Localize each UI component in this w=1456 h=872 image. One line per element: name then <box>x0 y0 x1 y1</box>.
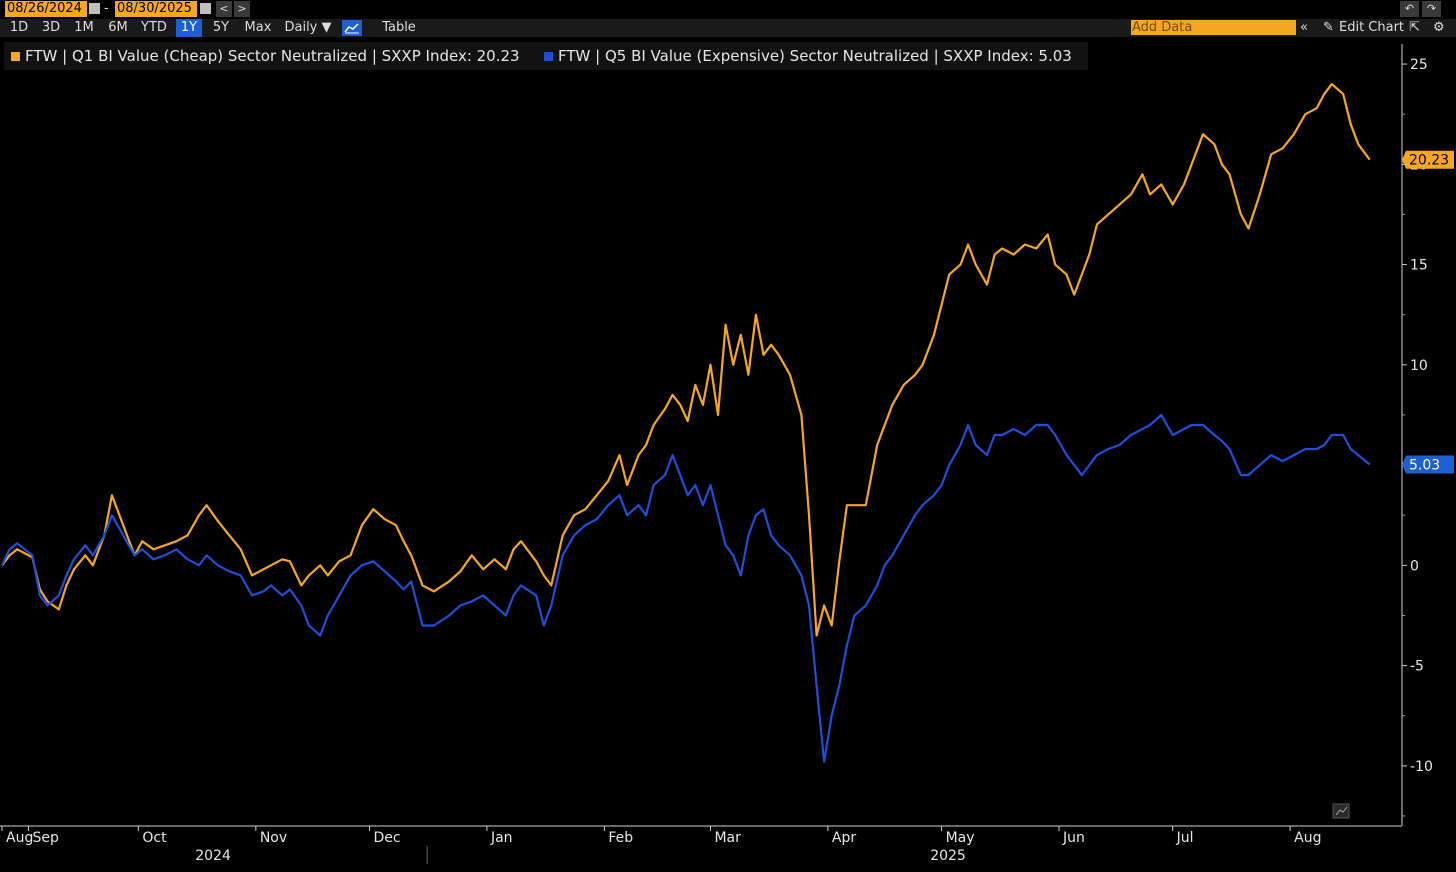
legend-item-q5[interactable]: FTW | Q5 BI Value (Expensive) Sector Neu… <box>558 47 1072 65</box>
legend-swatch-q1 <box>11 52 20 61</box>
y-tick-label: -10 <box>1410 759 1433 775</box>
x-axis: Aug Sep Oct Nov Dec Jan Feb Mar Apr May Jun Jul Aug2… <box>0 825 1402 864</box>
x-year-label: 2024 <box>195 848 231 864</box>
range-ytd[interactable]: YTD <box>141 20 167 35</box>
range-1d[interactable]: 1D <box>9 20 29 35</box>
x-tick-label: Jun <box>1062 830 1085 846</box>
range-6m[interactable]: 6M <box>108 20 128 35</box>
date-separator: - <box>104 1 109 16</box>
frequency-select[interactable]: Daily ▼ <box>284 20 332 35</box>
x-tick-label: Oct <box>142 830 167 846</box>
range-3d[interactable]: 3D <box>41 20 61 35</box>
end-date-field[interactable]: 08/30/2025 <box>115 1 197 17</box>
chart-legend: FTW | Q1 BI Value (Cheap) Sector Neutral… <box>4 42 1088 70</box>
range-1m[interactable]: 1M <box>74 20 94 35</box>
y-tick-label: 15 <box>1410 258 1428 274</box>
date-range-row: 08/26/2024 - 08/30/2025 < > ↶ ↷ <box>0 0 1456 18</box>
x-tick-label: Aug <box>6 830 33 846</box>
y-tick-label: -5 <box>1410 659 1424 675</box>
last-value-text: 5.03 <box>1409 457 1440 473</box>
chart-type-icon <box>1332 803 1350 819</box>
y-tick-label: 25 <box>1410 57 1428 73</box>
calendar-icon[interactable] <box>89 3 100 14</box>
range-1y[interactable]: 1Y <box>176 19 202 37</box>
x-tick-label: Jul <box>1176 830 1194 846</box>
edit-chart-button[interactable]: Edit Chart <box>1339 20 1405 35</box>
x-year-label: 2025 <box>930 848 966 864</box>
x-tick-label: Mar <box>714 830 741 846</box>
last-value-badge <box>1402 150 1454 169</box>
x-tick-label: Feb <box>608 830 633 846</box>
last-value-badge <box>1402 455 1454 474</box>
y-tick-label: 0 <box>1410 558 1419 574</box>
last-value-label-q1: 20.23 <box>1402 150 1454 169</box>
line-chart-icon[interactable] <box>342 20 362 36</box>
y-axis: -10-5051015202520.235.03 <box>1401 44 1454 826</box>
x-tick-label: Sep <box>33 830 60 846</box>
add-data-input[interactable]: Add Data <box>1131 20 1296 35</box>
x-tick-label: Jan <box>490 830 513 846</box>
collapse-button[interactable]: « <box>1300 20 1308 35</box>
x-tick-label: Dec <box>373 830 400 846</box>
range-5y[interactable]: 5Y <box>212 20 230 35</box>
next-period-button[interactable]: > <box>234 1 250 17</box>
plot-area <box>1 82 1371 819</box>
x-tick-label: May <box>946 830 975 846</box>
legend-item-q1[interactable]: FTW | Q1 BI Value (Cheap) Sector Neutral… <box>25 47 520 65</box>
x-tick-label: Apr <box>832 830 856 846</box>
range-row: 1D 3D 1M 6M YTD 1Y 5Y Max Daily ▼ Table <box>0 19 1456 37</box>
last-value-text: 20.23 <box>1409 153 1449 169</box>
chart-toolbar: 08/26/2024 - 08/30/2025 < > ↶ ↷ 1D 3D 1M… <box>0 0 1456 38</box>
legend-swatch-q5 <box>544 52 553 61</box>
x-tick-label: Aug <box>1294 830 1321 846</box>
last-value-label-q5: 5.03 <box>1402 455 1454 474</box>
y-tick-label: 10 <box>1410 358 1428 374</box>
calendar-icon[interactable] <box>200 3 211 14</box>
series-line-q5 <box>1 413 1371 763</box>
chart-type-icon-line <box>1335 806 1348 816</box>
x-tick-label: Nov <box>260 830 287 846</box>
gear-icon[interactable]: ⚙ <box>1433 20 1445 35</box>
range-max[interactable]: Max <box>244 20 272 35</box>
series-line-q1 <box>1 82 1371 637</box>
table-button[interactable]: Table <box>382 20 416 35</box>
edit-icon[interactable]: ⇱ <box>1409 20 1420 35</box>
redo-icon[interactable]: ↷ <box>1422 1 1441 17</box>
undo-icon[interactable]: ↶ <box>1400 1 1419 17</box>
prev-period-button[interactable]: < <box>216 1 232 17</box>
start-date-field[interactable]: 08/26/2024 <box>5 1 87 17</box>
pencil-icon: ✎ <box>1323 20 1334 35</box>
